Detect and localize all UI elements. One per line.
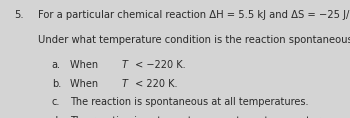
Text: The reaction is spontaneous at all temperatures.: The reaction is spontaneous at all tempe…: [70, 97, 308, 107]
Text: < −220 K.: < −220 K.: [132, 60, 186, 70]
Text: < 220 K.: < 220 K.: [132, 79, 177, 89]
Text: T: T: [121, 60, 127, 70]
Text: When: When: [70, 79, 101, 89]
Text: The reaction is not spontaneous at any temperature.: The reaction is not spontaneous at any t…: [70, 116, 329, 118]
Text: b.: b.: [52, 79, 61, 89]
Text: T: T: [121, 79, 127, 89]
Text: c.: c.: [52, 97, 60, 107]
Text: d.: d.: [52, 116, 61, 118]
Text: Under what temperature condition is the reaction spontaneous?: Under what temperature condition is the …: [38, 35, 350, 45]
Text: a.: a.: [52, 60, 61, 70]
Text: When: When: [70, 60, 101, 70]
Text: For a particular chemical reaction ΔH = 5.5 kJ and ΔS = −25 J/K.: For a particular chemical reaction ΔH = …: [38, 10, 350, 20]
Text: 5.: 5.: [14, 10, 24, 20]
